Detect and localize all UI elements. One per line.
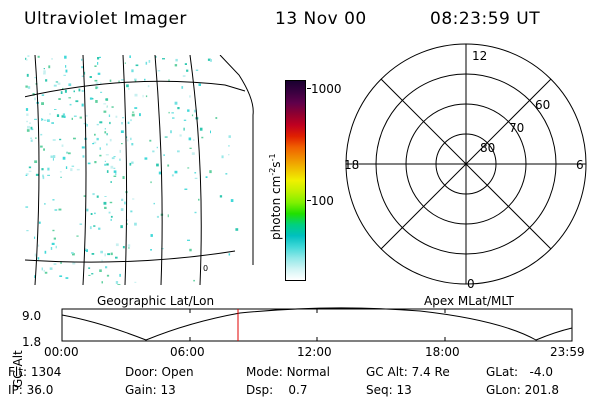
altitude-ymin: 1.8	[22, 335, 41, 349]
mlt-label-0: 0	[467, 277, 475, 291]
ip-info: IP: 36.0	[8, 383, 54, 397]
coast-mark: 0	[203, 264, 208, 273]
xtick-0600: 06:00	[170, 345, 205, 359]
glat-info: GLat: -4.0	[486, 365, 553, 379]
mlt-label-18: 18	[344, 158, 359, 172]
door-info: Door: Open	[125, 365, 194, 379]
geographic-caption: Geographic Lat/Lon	[97, 294, 215, 308]
flight-info: Flt: 1304	[8, 365, 62, 379]
gain-info: Gain: 13	[125, 383, 176, 397]
glon-info: GLon: 201.8	[486, 383, 559, 397]
instrument-title: Ultraviolet Imager	[24, 9, 187, 29]
lat-label-70: 70	[509, 121, 524, 135]
date-label: 13 Nov 00	[275, 9, 367, 29]
polar-mlat-mlt-plot: 12 18 6 0 60 70 80	[344, 43, 587, 291]
dsp-info: Dsp: 0.7	[246, 383, 308, 397]
time-label: 08:23:59 UT	[430, 9, 541, 29]
xtick-0000: 00:00	[44, 345, 79, 359]
mlt-label-12: 12	[472, 49, 487, 63]
apex-caption: Apex MLat/MLT	[424, 294, 514, 308]
orbit-altitude-plot: GC Alt 9.0 1.8 00:00 06:00 12:00 18:00 2…	[11, 307, 585, 388]
colorbar	[285, 80, 306, 281]
colorbar-tick-1000: 1000	[311, 82, 342, 96]
colorbar-tick-100: 100	[311, 194, 334, 208]
colorbar-label: photon cm-2s-1	[268, 153, 283, 240]
altitude-ymax: 9.0	[22, 309, 41, 323]
lat-label-80: 80	[480, 141, 495, 155]
xtick-1800: 18:00	[425, 345, 460, 359]
xtick-2359: 23:59	[550, 345, 585, 359]
lat-label-60: 60	[535, 98, 550, 112]
mlt-label-6: 6	[576, 158, 584, 172]
geographic-image: 0	[25, 55, 254, 285]
seq-info: Seq: 13	[366, 383, 412, 397]
xtick-1200: 12:00	[297, 345, 332, 359]
gc-alt-info: GC Alt: 7.4 Re	[366, 365, 450, 379]
mode-info: Mode: Normal	[246, 365, 330, 379]
altitude-ylabel: GC Alt	[11, 350, 25, 388]
